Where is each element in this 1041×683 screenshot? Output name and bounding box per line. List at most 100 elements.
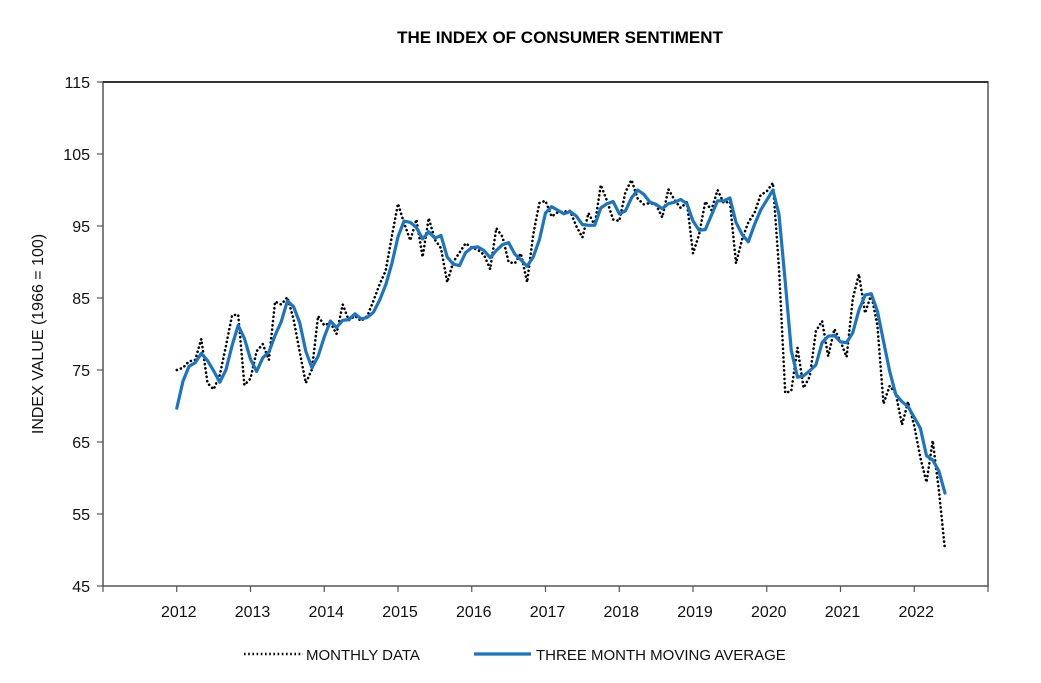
monthly-point (606, 200, 608, 202)
moving-average-point (932, 459, 934, 461)
legend-item-moving-average[interactable]: THREE MONTH MOVING AVERAGE (474, 647, 786, 664)
moving-average-point (255, 370, 257, 372)
x-tick-label: 2021 (825, 604, 861, 621)
monthly-point (188, 360, 190, 362)
moving-average-point (673, 201, 675, 203)
moving-average-point (655, 203, 657, 205)
moving-average-point (557, 209, 559, 211)
monthly-point (772, 182, 774, 184)
monthly-point (520, 252, 522, 254)
monthly-point (637, 197, 639, 199)
moving-average-point (563, 213, 565, 215)
monthly-point (852, 298, 854, 300)
moving-average-point (766, 199, 768, 201)
legend-item-monthly[interactable]: MONTHLY DATA (244, 647, 420, 664)
moving-average-point (458, 264, 460, 266)
x-axis: 2012 2013 2014 2015 2016 2017 2018 2019 2020 2021… (102, 586, 989, 621)
moving-average-point (225, 369, 227, 371)
monthly-point (206, 382, 208, 384)
moving-average-point (311, 367, 313, 369)
moving-average-point (864, 294, 866, 296)
moving-average-point (913, 416, 915, 418)
monthly-point (575, 225, 577, 227)
moving-average-point (870, 293, 872, 295)
monthly-point (630, 179, 632, 181)
monthly-point (759, 194, 761, 196)
monthly-point (391, 235, 393, 237)
moving-average-point (317, 355, 319, 357)
moving-average-point (612, 200, 614, 202)
monthly-point (932, 439, 934, 441)
moving-average-point (403, 220, 405, 222)
monthly-point (784, 392, 786, 394)
moving-average-point (378, 299, 380, 301)
monthly-point (243, 384, 245, 386)
moving-average-point (280, 321, 282, 323)
moving-average-point (575, 215, 577, 217)
monthly-point (397, 203, 399, 205)
moving-average-point (409, 221, 411, 223)
moving-average-point (925, 455, 927, 457)
moving-average-point (606, 203, 608, 205)
moving-average-point (397, 236, 399, 238)
moving-average-point (489, 257, 491, 259)
monthly-point (704, 200, 706, 202)
moving-average-point (366, 316, 368, 318)
series-moving-average-line (175, 188, 947, 495)
monthly-point (237, 313, 239, 315)
moving-average-point (919, 427, 921, 429)
moving-average-point (231, 344, 233, 346)
moving-average-point (335, 326, 337, 328)
moving-average-point (514, 253, 516, 255)
monthly-point (372, 300, 374, 302)
moving-average-point (471, 246, 473, 248)
moving-average-point (428, 231, 430, 233)
monthly-point (747, 221, 749, 223)
monthly-point (378, 283, 380, 285)
moving-average-point (630, 197, 632, 199)
legend: MONTHLY DATA THREE MONTH MOVING AVERAGE (244, 647, 786, 664)
moving-average-point (686, 203, 688, 205)
monthly-point (464, 242, 466, 244)
moving-average-point (274, 334, 276, 336)
moving-average-point (440, 234, 442, 236)
moving-average-point (692, 220, 694, 222)
moving-average-point (594, 224, 596, 226)
monthly-point (858, 273, 860, 275)
moving-average-point (526, 265, 528, 267)
monthly-point (624, 191, 626, 193)
x-tick-label: 2019 (677, 604, 713, 621)
moving-average-point (329, 320, 331, 322)
monthly-point (323, 324, 325, 326)
monthly-point (587, 212, 589, 214)
moving-average-point (495, 249, 497, 251)
moving-average-point (342, 319, 344, 321)
monthly-point (182, 367, 184, 369)
monthly-point (612, 218, 614, 220)
monthly-point (317, 315, 319, 317)
monthly-point (489, 268, 491, 270)
monthly-point (415, 218, 417, 220)
moving-average-point (882, 340, 884, 342)
monthly-point (483, 254, 485, 256)
monthly-point (458, 251, 460, 253)
monthly-point (176, 369, 178, 371)
moving-average-point (643, 193, 645, 195)
monthly-point (440, 247, 442, 249)
moving-average-point (188, 365, 190, 367)
moving-average-point (821, 341, 823, 343)
moving-average-point (206, 359, 208, 361)
monthly-point (938, 488, 940, 490)
moving-average-point (446, 256, 448, 258)
monthly-point (385, 269, 387, 271)
moving-average-point (600, 207, 602, 209)
monthly-point (901, 424, 903, 426)
x-tick-label: 2017 (530, 604, 566, 621)
moving-average-point (839, 341, 841, 343)
monthly-point (716, 189, 718, 191)
moving-average-point (809, 370, 811, 372)
monthly-point (919, 457, 921, 459)
moving-average-point (624, 210, 626, 212)
moving-average-point (747, 241, 749, 243)
